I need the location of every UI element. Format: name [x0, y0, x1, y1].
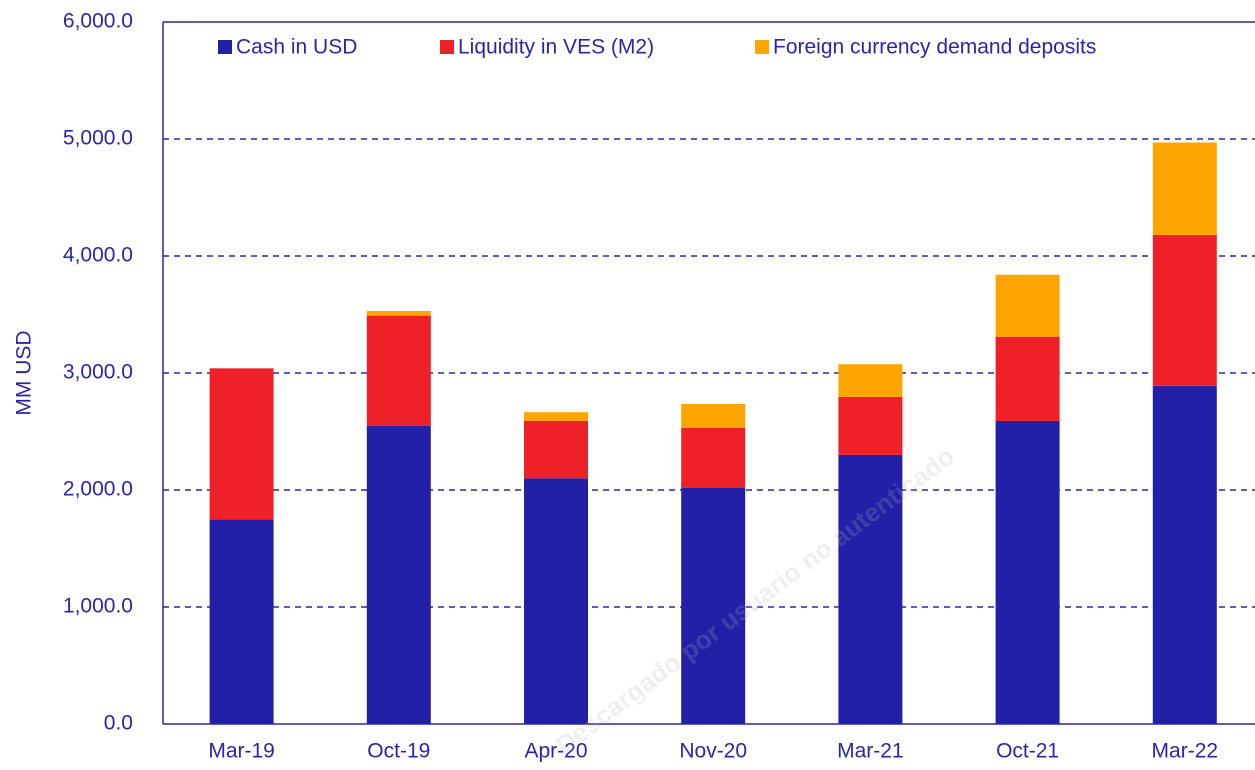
- bar-segment: [524, 412, 588, 421]
- bar-segment: [524, 478, 588, 724]
- x-tick-label: Apr-20: [524, 740, 587, 763]
- legend-swatch: [218, 40, 232, 54]
- legend-label: Cash in USD: [236, 36, 357, 59]
- y-tick-label: 1,000.0: [63, 595, 133, 618]
- x-tick-label: Mar-19: [208, 740, 275, 763]
- legend-swatch: [755, 40, 769, 54]
- bar-segment: [681, 404, 746, 428]
- bar-segment: [1152, 234, 1217, 386]
- bar-segment: [524, 420, 588, 479]
- bar-segment: [995, 420, 1060, 724]
- legend-label: Liquidity in VES (M2): [458, 36, 654, 59]
- x-tick-label: Oct-19: [367, 740, 430, 763]
- bar-segment: [838, 396, 903, 455]
- y-tick-label: 4,000.0: [63, 244, 133, 267]
- x-tick-label: Mar-21: [837, 740, 904, 763]
- bar-segment: [209, 519, 274, 724]
- y-tick-label: 2,000.0: [63, 478, 133, 501]
- x-tick-label: Nov-20: [679, 740, 747, 763]
- bar-segment: [1152, 385, 1217, 724]
- bar-segment: [838, 364, 903, 397]
- bar-segment: [838, 454, 903, 724]
- bar-segment: [1152, 142, 1217, 235]
- legend-swatch: [440, 40, 454, 54]
- y-tick-label: 3,000.0: [63, 361, 133, 384]
- y-tick-label: 6,000.0: [63, 10, 133, 33]
- y-axis-label: MM USD: [13, 330, 36, 415]
- bar-segment: [681, 487, 746, 724]
- bar-segment: [681, 427, 746, 488]
- bar-segment: [366, 425, 431, 724]
- bar-segment: [209, 368, 274, 520]
- y-tick-label: 5,000.0: [63, 127, 133, 150]
- bar-segment: [366, 310, 431, 316]
- x-tick-label: Oct-21: [996, 740, 1059, 763]
- bar-segment: [995, 274, 1060, 337]
- x-tick-label: Mar-22: [1152, 740, 1219, 763]
- bar-segment: [366, 315, 431, 426]
- legend-label: Foreign currency demand deposits: [773, 36, 1096, 59]
- y-tick-label: 0.0: [104, 712, 133, 735]
- bar-segment: [995, 336, 1060, 421]
